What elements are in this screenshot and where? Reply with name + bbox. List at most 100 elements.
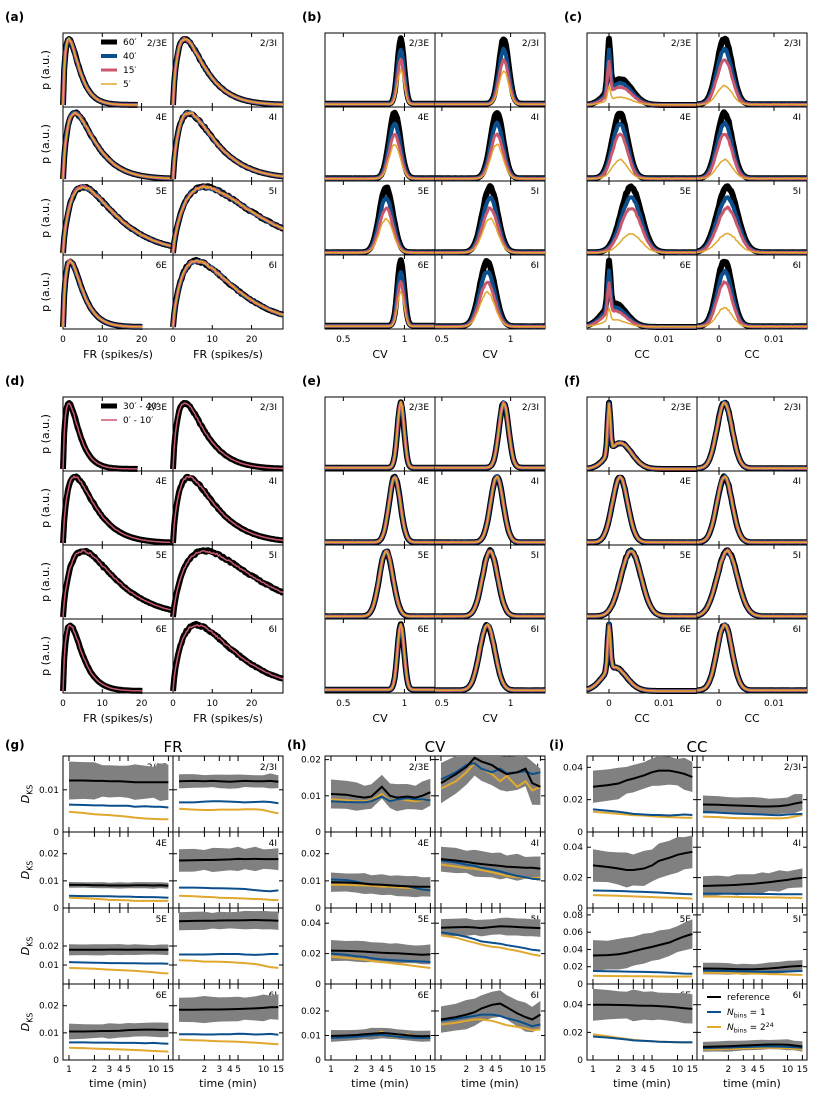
series-line-n1 (702, 969, 803, 973)
distribution-curve-pink (171, 111, 284, 180)
legend-label: 0′ - 10′ (123, 416, 153, 426)
distribution-curve-pink (62, 549, 174, 618)
population-label: 4E (418, 839, 430, 849)
distribution-curve-gold (172, 38, 283, 106)
x-axis-label: CV (372, 712, 388, 725)
reference-band (593, 756, 693, 803)
series-line-n1 (440, 931, 541, 952)
population-label: 5E (156, 187, 168, 197)
population-label: 5E (418, 187, 430, 197)
x-tick-label: 1 (402, 699, 408, 709)
x-tick-label: 3 (216, 1065, 222, 1075)
distribution-curve-gold (587, 475, 697, 544)
distribution-curve-gold (172, 185, 284, 254)
x-axis-label: CC (744, 712, 760, 725)
y-tick-label: 0.02 (301, 950, 321, 960)
x-tick-label: 0.01 (764, 699, 784, 709)
y-axis-label: DKS (19, 861, 34, 880)
series-line-ref (178, 918, 279, 923)
distribution-curve-pink (434, 280, 546, 329)
y-tick-label: 0 (315, 828, 321, 838)
distribution-curve-blue (171, 37, 284, 107)
y-tick-label: 0.04 (563, 763, 583, 773)
text-rest: = 1 (747, 1008, 766, 1018)
population-label: 4E (680, 477, 692, 487)
distribution-curve-gold (325, 623, 435, 691)
y-axis-label: p (a.u.) (39, 272, 52, 312)
distribution-curve-pink (586, 624, 698, 693)
y-tick-label: 0.02 (563, 874, 583, 884)
population-label: 4I (531, 113, 539, 123)
panel-frame (434, 618, 546, 694)
panel-frame (172, 983, 284, 1061)
population-label: 5E (156, 551, 168, 561)
panel-frame (434, 983, 546, 1061)
chart-b: (b) 2/3E 2/3I 4E 4I 5E 5I 6E 0.5 1 6I 0.5 1 CV CV (302, 10, 547, 361)
x-tick-label: 10 (97, 335, 109, 345)
distribution-curve-pink (324, 280, 436, 328)
distribution-curve-pink (586, 132, 698, 181)
y-tick-label: 0.02 (301, 756, 321, 766)
population-label: 6I (531, 261, 539, 271)
series-line-n1 (440, 1013, 541, 1028)
x-tick-label: 20 (246, 699, 258, 709)
y-tick-label: 0.08 (563, 911, 583, 921)
x-axis-label: time (min) (613, 1077, 671, 1090)
series-line-ref (440, 1002, 541, 1021)
x-tick-label: 5 (235, 1065, 241, 1075)
series-line-n1 (440, 859, 541, 881)
series-line-ref (69, 779, 169, 784)
legend-label: 15′ (123, 66, 137, 76)
panel-frame (696, 983, 808, 1061)
y-tick-label: 0 (53, 828, 59, 838)
y-tick-label: 0.01 (39, 961, 59, 971)
text-main: D (19, 795, 32, 803)
series-line-n1 (68, 961, 169, 965)
distribution-curve-pink (172, 475, 284, 544)
legend-label: 60′ (123, 38, 137, 48)
x-axis-label: FR (spikes/s) (193, 712, 263, 725)
population-label: 2/3I (784, 763, 801, 773)
distribution-curve-black (695, 258, 809, 330)
distribution-curve-gold (435, 623, 545, 692)
x-tick-label: 4 (641, 1065, 647, 1075)
series-line-n1 (702, 1045, 803, 1050)
series-line-n24 (592, 974, 693, 978)
population-label: 4I (531, 839, 539, 849)
x-tick-label: 0 (60, 335, 66, 345)
chart-a: (a) p (a.u.) 2/3E 2/3I p (a.u.) 4E 4I p (a.u.) 5… (5, 10, 285, 361)
distribution-curve-gold (434, 550, 545, 618)
series-line-n24 (68, 810, 169, 821)
text-superscript: 24 (766, 1022, 774, 1029)
x-tick-label: 0.5 (336, 699, 350, 709)
x-tick-label: 5 (125, 1065, 131, 1075)
population-label: 5E (680, 187, 692, 197)
series-line-ref (440, 756, 541, 788)
text-subscript: bins (734, 1013, 747, 1020)
reference-band (441, 846, 541, 881)
population-label: 4I (269, 839, 277, 849)
x-tick-label: 4 (227, 1065, 233, 1075)
chart-f: (f) 2/3E 2/3I 4E 4I 5E 5I 6E 0 0.01 6I 0 0.01 CC CC (564, 374, 809, 725)
distribution-curve-gold (586, 625, 697, 692)
series-line-n1 (330, 952, 431, 963)
x-tick-label: 0.01 (654, 699, 674, 709)
population-label: 6E (680, 261, 692, 271)
x-tick-label: 1 (328, 1065, 334, 1075)
x-tick-label: 15 (163, 1065, 174, 1075)
distribution-curve-gold (435, 475, 546, 544)
series-line-n1 (179, 953, 279, 956)
x-tick-label: 0 (606, 699, 612, 709)
chart-title: CV (425, 738, 446, 756)
x-tick-label: 3 (630, 1065, 636, 1075)
distribution-curve-black (695, 109, 809, 182)
distribution-curve-pink (434, 58, 546, 106)
distribution-curve-blue (171, 110, 284, 180)
x-tick-label: 0 (60, 699, 66, 709)
x-tick-label: 0 (716, 335, 722, 345)
population-label: 6I (793, 625, 801, 635)
x-tick-label: 15 (687, 1065, 698, 1075)
population-label: 2/3E (409, 39, 429, 49)
x-axis-label: FR (spikes/s) (83, 348, 153, 361)
x-tick-label: 1 (508, 699, 514, 709)
